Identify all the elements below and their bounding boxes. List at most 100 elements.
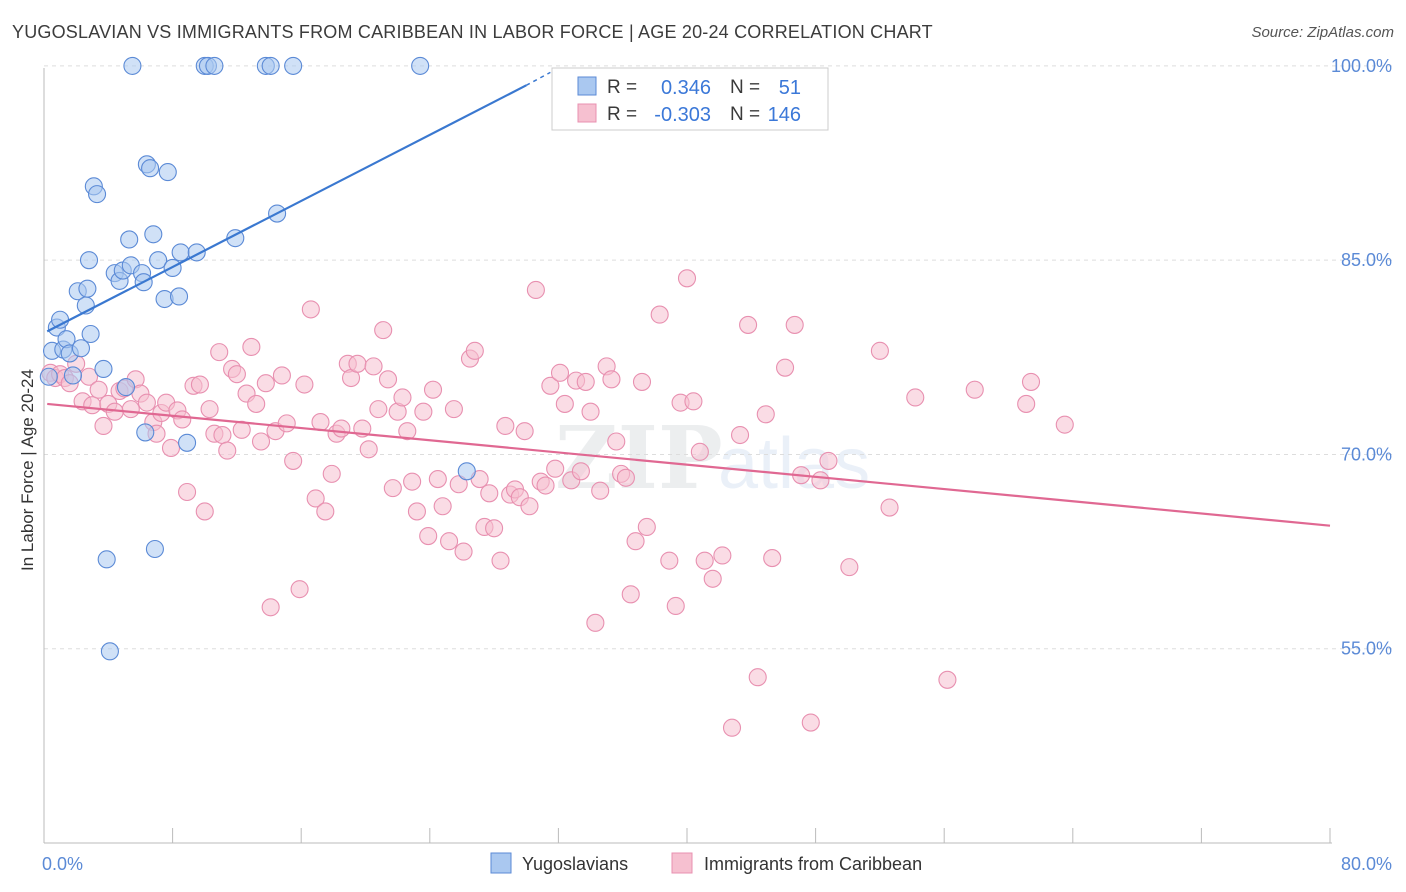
caribbean-point (378, 370, 398, 389)
legend-swatch-blue (577, 76, 597, 96)
caribbean-point (1021, 372, 1041, 391)
caribbean-point (785, 315, 804, 334)
trend-line-yugoslavians-extension (525, 71, 551, 86)
caribbean-point (555, 394, 574, 413)
caribbean-point (713, 546, 732, 565)
caribbean-point (938, 670, 957, 689)
caribbean-point (536, 476, 555, 495)
caribbean-point (359, 440, 378, 459)
correlation-legend: R = 0.346 N = 51 R = -0.303 N = 146 (551, 67, 829, 131)
caribbean-point (465, 341, 484, 360)
yugoslavian-point (149, 251, 168, 270)
caribbean-point (763, 549, 782, 568)
caribbean-point (602, 370, 621, 389)
yugoslavian-point (261, 56, 280, 75)
caribbean-point (322, 464, 341, 483)
yugoslavian-point (411, 56, 430, 75)
caribbean-point (840, 558, 859, 577)
yugoslavian-point (158, 163, 177, 182)
caribbean-point (195, 502, 214, 521)
caribbean-point (776, 358, 795, 377)
caribbean-point (433, 497, 452, 516)
caribbean-point (454, 542, 473, 561)
legend-box (551, 67, 829, 131)
caribbean-point (242, 337, 261, 357)
yugoslavian-point (145, 539, 164, 559)
yugoslavian-point (87, 185, 107, 204)
caribbean-point (137, 393, 156, 412)
legend-r-value-1: 0.346 (661, 77, 711, 99)
caribbean-point (218, 441, 237, 460)
caribbean-point (348, 354, 367, 373)
caribbean-point (965, 380, 984, 399)
caribbean-point (374, 321, 393, 340)
caribbean-point (666, 596, 685, 616)
yugoslavian-point (178, 433, 197, 452)
yugoslavian-point (97, 550, 116, 569)
caribbean-point (515, 422, 534, 441)
caribbean-point (256, 374, 275, 393)
caribbean-point (428, 470, 447, 489)
caribbean-point (213, 425, 232, 445)
y-tick-labels: 55.0% 70.0% 85.0% 100.0% (1331, 56, 1392, 659)
caribbean-point (403, 472, 422, 491)
yugoslavian-point (79, 251, 99, 270)
caribbean-point (251, 432, 271, 451)
caribbean-point (383, 479, 402, 498)
caribbean-point (369, 400, 388, 419)
yugoslavian-point (63, 366, 82, 385)
caribbean-point (541, 376, 560, 395)
yugoslavian-point (144, 225, 163, 244)
bottom-legend-swatch-caribbean (671, 852, 693, 874)
caribbean-point (684, 392, 703, 411)
caribbean-point (301, 300, 320, 319)
caribbean-point (756, 405, 775, 424)
caribbean-point (650, 305, 669, 324)
caribbean-point (480, 484, 499, 503)
yugoslavian-point (81, 324, 100, 344)
caribbean-point (190, 375, 209, 394)
caribbean-point (316, 502, 335, 521)
caribbean-point (89, 380, 108, 399)
caribbean-point (586, 613, 605, 632)
yugoslavian-point (94, 359, 113, 379)
caribbean-point (739, 315, 758, 334)
caribbean-point (311, 413, 330, 432)
caribbean-point (616, 468, 635, 487)
caribbean-point (284, 451, 303, 470)
yugoslavian-point (100, 642, 119, 661)
legend-r-value-2: -0.303 (654, 104, 711, 126)
caribbean-point (571, 462, 590, 481)
x-tick-label: 80.0% (1341, 854, 1392, 874)
caribbean-point (272, 366, 291, 385)
caribbean-point (591, 481, 610, 500)
caribbean-point (161, 438, 181, 458)
yugoslavian-point (169, 287, 189, 306)
caribbean-point (496, 416, 515, 436)
y-tick-label: 70.0% (1341, 444, 1392, 464)
caribbean-point (277, 414, 296, 433)
caribbean-point (414, 402, 433, 421)
caribbean-point (227, 365, 246, 384)
yugoslavian-point (116, 378, 136, 397)
caribbean-point (811, 471, 830, 490)
caribbean-point (449, 475, 468, 494)
caribbean-point (703, 569, 722, 588)
yugoslavian-point (141, 159, 160, 178)
caribbean-point (880, 498, 899, 517)
legend-n-value-1: 51 (779, 77, 801, 99)
trend-lines (46, 71, 1331, 527)
caribbean-point (261, 598, 280, 617)
caribbean-point (526, 280, 545, 300)
caribbean-point (748, 668, 767, 687)
caribbean-point (730, 425, 750, 445)
yugoslavian-point (78, 279, 97, 298)
yugoslavian-point (136, 423, 155, 442)
caribbean-point (695, 551, 714, 570)
yugoslavian-point (171, 243, 190, 262)
caribbean-point (423, 380, 443, 399)
yugoslavian-point (39, 367, 58, 386)
x-tick-label: 0.0% (42, 854, 83, 874)
caribbean-point (621, 585, 640, 604)
yugoslavian-point (71, 339, 91, 358)
